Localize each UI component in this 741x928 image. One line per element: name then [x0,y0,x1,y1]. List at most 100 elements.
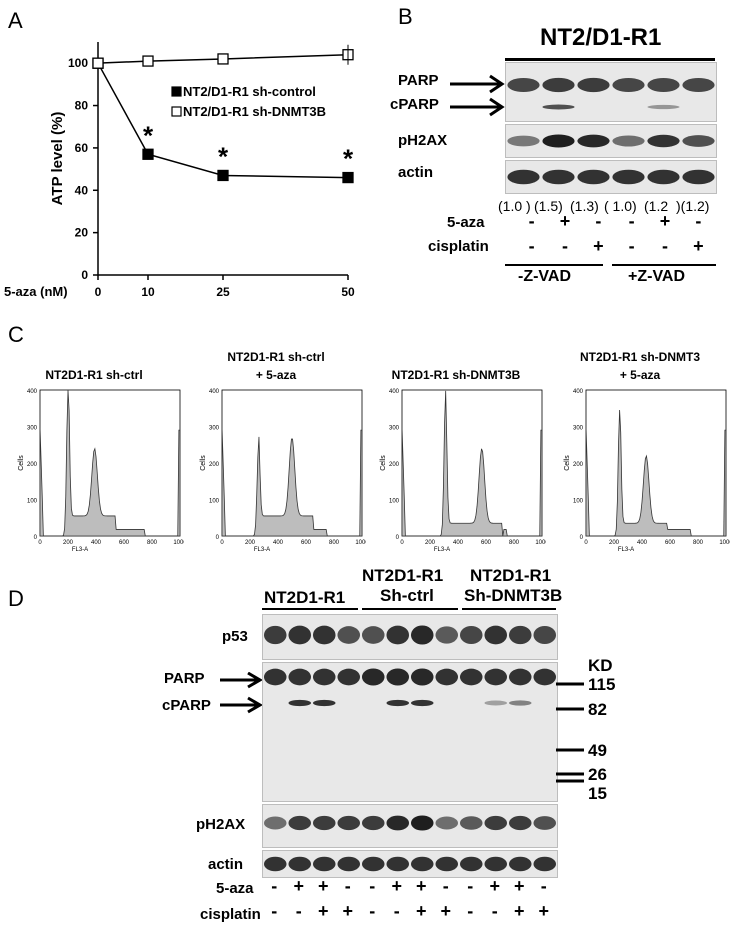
row-label-p53: p53 [222,628,248,645]
group-line-2 [362,608,458,610]
row-label-ph2ax-d: pH2AX [196,816,246,833]
title-underline [505,58,715,61]
y-tick-label: 200 [27,462,38,468]
actin-band-d [508,856,532,872]
actin-band-d [533,856,557,872]
treatment-sign: - [595,211,602,231]
blot-actin [505,160,717,194]
treatment-sign: - [540,876,547,896]
treatment-sign: + [659,211,671,231]
treatment-signs-d: - + + - - + + - - + + - - - + + - - + + - - + + [262,876,556,928]
group-line-minus [505,264,603,266]
actin-band [507,169,540,185]
x-tick-label: 200 [425,540,436,546]
y-tick-label: 400 [573,389,584,395]
cparp-band [542,104,575,110]
p53-band [533,626,557,644]
y-tick-label: 100 [27,499,38,505]
histogram-title: NT2D1-R1 sh-ctrl [227,350,325,364]
x-tick-label: 200 [245,540,256,546]
actin-band-d [459,856,483,872]
significance-star: * [218,141,229,171]
marker-ticks [556,682,584,783]
x-tick-label: 10 [141,285,155,299]
marker-49: 49 [588,741,607,760]
actin-band-d [386,856,410,872]
y-tick-label: 400 [27,389,38,395]
ph2ax-band-d [484,815,508,831]
parp-band-d [288,668,312,686]
treatment-sign: + [593,236,604,256]
ph2ax-band-d [435,816,459,830]
actin-band [577,169,610,185]
atp-line-chart: 0 20 40 60 80 100 0 10 25 50 5-aza (nM) ATP level (… [4,42,355,299]
x-tick-label: 400 [453,540,464,546]
data-point [342,171,354,184]
y-tick-label: 60 [75,141,89,155]
parp-band-d [508,668,532,686]
histogram-title: NT2D1-R1 sh-DNMT3B [391,368,521,382]
parp-band-d [484,668,508,686]
parp-band-d [361,668,385,686]
panel-a-letter: A [8,8,23,33]
treatment-label-cisplatin-d: cisplatin [200,906,261,923]
row-label-cparp: cPARP [390,96,439,113]
x-axis-label: 5-aza (nM) [4,284,68,299]
p53-band [484,625,508,645]
y-tick-label: 0 [580,535,584,541]
row-label-ph2ax: pH2AX [398,132,448,149]
x-tick-label: 50 [341,285,355,299]
x-tick-label: 600 [481,540,492,546]
treatment-sign: - [271,901,278,921]
y-tick-label: 100 [389,499,400,505]
row-label-actin: actin [398,164,434,181]
data-point [92,57,104,69]
quant-value: (1.3) [570,198,599,214]
quant-value: )(1.2) [676,198,710,214]
actin-band [682,169,715,185]
actin-band [612,169,645,185]
ph2ax-band-d [312,815,336,831]
actin-band-d [288,856,312,872]
cparp-band-d [410,699,434,707]
y-tick-label: 300 [209,426,220,432]
treatment-sign: + [293,876,304,896]
p53-band [312,625,336,645]
histogram-area [585,410,727,537]
y-tick-label: 100 [209,499,220,505]
p53-band [410,625,434,645]
ph2ax-band-d [508,815,532,831]
treatment-sign: - [628,211,635,231]
significance-star: * [343,144,354,174]
actin-band-d [435,856,459,872]
blot-actin-d [262,850,558,878]
ph2ax-band [542,134,575,148]
ph2ax-band-d [263,816,287,830]
row-label-cparp-d: cPARP [162,697,211,714]
parp-band-d [386,668,410,686]
x-tick-label: 0 [400,540,404,546]
histogram-subtitle: + 5-aza [255,368,297,382]
plot-frame [585,389,727,537]
y-tick-label: 100 [68,56,88,70]
y-tick-label: 300 [389,426,400,432]
histogram-area [221,426,363,537]
actin-band-d [410,856,434,872]
x-tick-label: 200 [609,540,620,546]
y-axis-label: Cells [380,455,387,471]
treatment-sign: + [440,901,451,921]
cparp-band-d [386,699,410,707]
y-tick-label: 400 [209,389,220,395]
y-tick-label: 0 [396,535,400,541]
arrow-icons-d [220,672,263,714]
row-label-actin-d: actin [208,856,244,873]
x-tick-label: 0 [584,540,588,546]
treatment-sign: - [467,901,474,921]
p53-band [361,626,385,644]
marker-26: 26 [588,765,607,784]
y-tick-label: 200 [389,462,400,468]
actin-band-d [312,856,336,872]
